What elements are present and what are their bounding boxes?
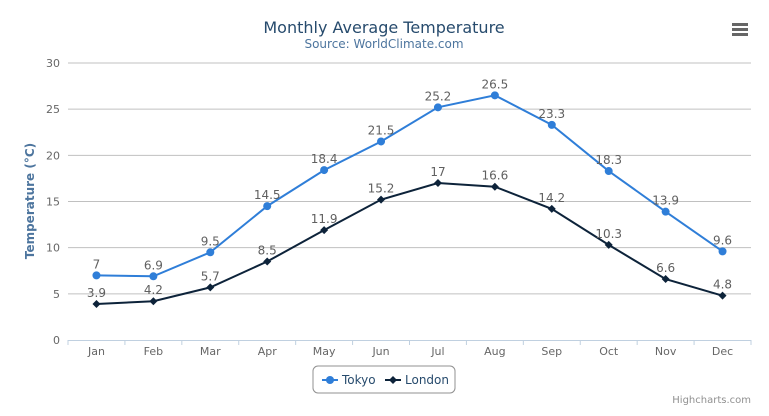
chart-title: Monthly Average Temperature xyxy=(263,18,504,37)
data-label: 14.5 xyxy=(254,188,281,202)
data-point xyxy=(661,207,670,216)
data-point xyxy=(320,166,329,175)
data-label: 11.9 xyxy=(311,212,338,226)
data-point xyxy=(490,182,499,191)
data-label: 14.2 xyxy=(538,191,565,205)
data-label: 4.2 xyxy=(144,283,163,297)
data-point xyxy=(547,204,556,213)
data-label: 21.5 xyxy=(368,123,395,137)
series-line xyxy=(96,94,724,278)
series-tokyo: 7 6.9 9.5 14.5 18.4 21.5 25.2 26.5 23.3 18.3 13.9 9… xyxy=(92,77,732,281)
data-label: 15.2 xyxy=(368,182,395,196)
data-point xyxy=(604,167,613,176)
y-tick-label: 30 xyxy=(46,57,60,70)
data-label: 26.5 xyxy=(482,77,509,91)
data-point xyxy=(661,275,670,284)
legend-circle-marker-icon xyxy=(326,376,334,384)
data-point xyxy=(206,283,215,292)
y-tick-label: 10 xyxy=(46,242,60,255)
data-point xyxy=(149,272,158,281)
x-tick-label: Mar xyxy=(200,345,221,358)
legend-diamond-marker-icon xyxy=(389,376,397,384)
x-tick-label: Feb xyxy=(144,345,163,358)
hamburger-menu-icon[interactable] xyxy=(732,23,748,36)
data-label: 13.9 xyxy=(652,194,679,208)
legend-label: Tokyo xyxy=(341,373,376,387)
series-london: 3.9 4.2 5.7 8.5 11.9 15.2 17 16.6 14.2 10.3 6.6 4.8 xyxy=(87,165,732,308)
credits-link[interactable]: Highcharts.com xyxy=(672,395,751,406)
data-label: 3.9 xyxy=(87,286,106,300)
data-label: 23.3 xyxy=(538,107,565,121)
x-tick-label: Nov xyxy=(655,345,677,358)
data-label: 10.3 xyxy=(595,227,622,241)
data-point xyxy=(92,271,101,280)
legend-item-london[interactable]: London xyxy=(385,373,449,387)
x-tick-label: Dec xyxy=(712,345,733,358)
data-label: 17 xyxy=(430,165,445,179)
data-point xyxy=(433,103,442,112)
data-point xyxy=(604,240,613,249)
y-tick-label: 20 xyxy=(46,149,60,162)
x-tick-label: Oct xyxy=(599,345,619,358)
data-label: 9.6 xyxy=(713,233,732,247)
data-label: 8.5 xyxy=(258,244,277,258)
data-point xyxy=(263,257,272,266)
data-label: 9.5 xyxy=(201,234,220,248)
data-point xyxy=(206,248,215,257)
x-tick-label: Apr xyxy=(258,345,278,358)
y-tick-label: 15 xyxy=(46,196,60,209)
data-point xyxy=(92,299,101,308)
data-label: 7 xyxy=(93,257,101,271)
legend: Tokyo London xyxy=(312,365,456,394)
legend-item-tokyo[interactable]: Tokyo xyxy=(322,373,376,387)
data-label: 6.6 xyxy=(656,261,675,275)
chart-subtitle: Source: WorldClimate.com xyxy=(304,37,463,51)
data-label: 4.8 xyxy=(713,278,732,292)
data-point xyxy=(377,137,386,146)
data-label: 6.9 xyxy=(144,258,163,272)
y-axis-label: Temperature (°C) xyxy=(23,143,37,259)
legend-label: London xyxy=(405,373,449,387)
x-tick-label: Jul xyxy=(430,345,444,358)
y-tick-label: 0 xyxy=(53,334,60,347)
data-label: 25.2 xyxy=(425,89,452,103)
data-point xyxy=(490,91,499,100)
data-point xyxy=(718,291,727,300)
series-line xyxy=(96,182,723,305)
data-label: 18.3 xyxy=(595,153,622,167)
data-point xyxy=(320,226,329,235)
data-label: 16.6 xyxy=(482,169,509,183)
x-tick-label: May xyxy=(313,345,336,358)
data-point xyxy=(263,202,272,211)
x-tick-label: Sep xyxy=(541,345,562,358)
data-point xyxy=(718,247,727,256)
y-tick-label: 25 xyxy=(46,103,60,116)
data-label: 18.4 xyxy=(311,152,338,166)
data-point xyxy=(547,120,556,129)
x-tick-label: Jun xyxy=(371,345,389,358)
data-label: 5.7 xyxy=(201,269,220,283)
y-tick-label: 5 xyxy=(53,288,60,301)
data-point xyxy=(433,179,442,188)
x-tick-label: Jan xyxy=(87,345,105,358)
data-point xyxy=(149,297,158,306)
data-point xyxy=(377,195,386,204)
x-tick-label: Aug xyxy=(484,345,505,358)
